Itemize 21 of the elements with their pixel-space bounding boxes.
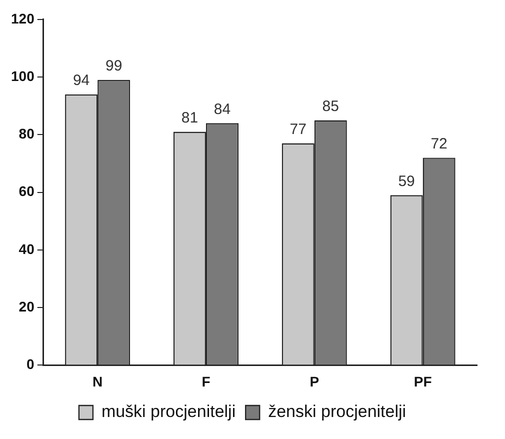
y-tick-label: 100 — [11, 68, 35, 84]
y-tick-label: 0 — [26, 356, 35, 372]
x-tick-label: F — [202, 373, 211, 390]
data-label: 84 — [214, 100, 231, 118]
y-tick-label: 40 — [18, 240, 35, 257]
y-tick-label: 20 — [18, 298, 35, 314]
data-label: 85 — [322, 98, 339, 115]
x-tick-label: N — [92, 373, 103, 390]
data-label: 81 — [181, 109, 198, 126]
data-label: 94 — [72, 72, 90, 89]
data-label: 99 — [105, 58, 122, 75]
x-tick-label: P — [310, 373, 320, 390]
x-tick-label: PF — [414, 373, 432, 390]
legend-label: muški procjenitelji — [101, 402, 236, 422]
data-label: 72 — [430, 135, 448, 152]
legend-label: ženski procjenitelji — [268, 402, 406, 422]
y-tick-label: 80 — [18, 126, 35, 142]
data-label: 77 — [290, 120, 306, 138]
data-label: 59 — [398, 172, 415, 190]
y-tick-label: 120 — [11, 10, 35, 26]
y-tick-label: 60 — [18, 183, 35, 200]
